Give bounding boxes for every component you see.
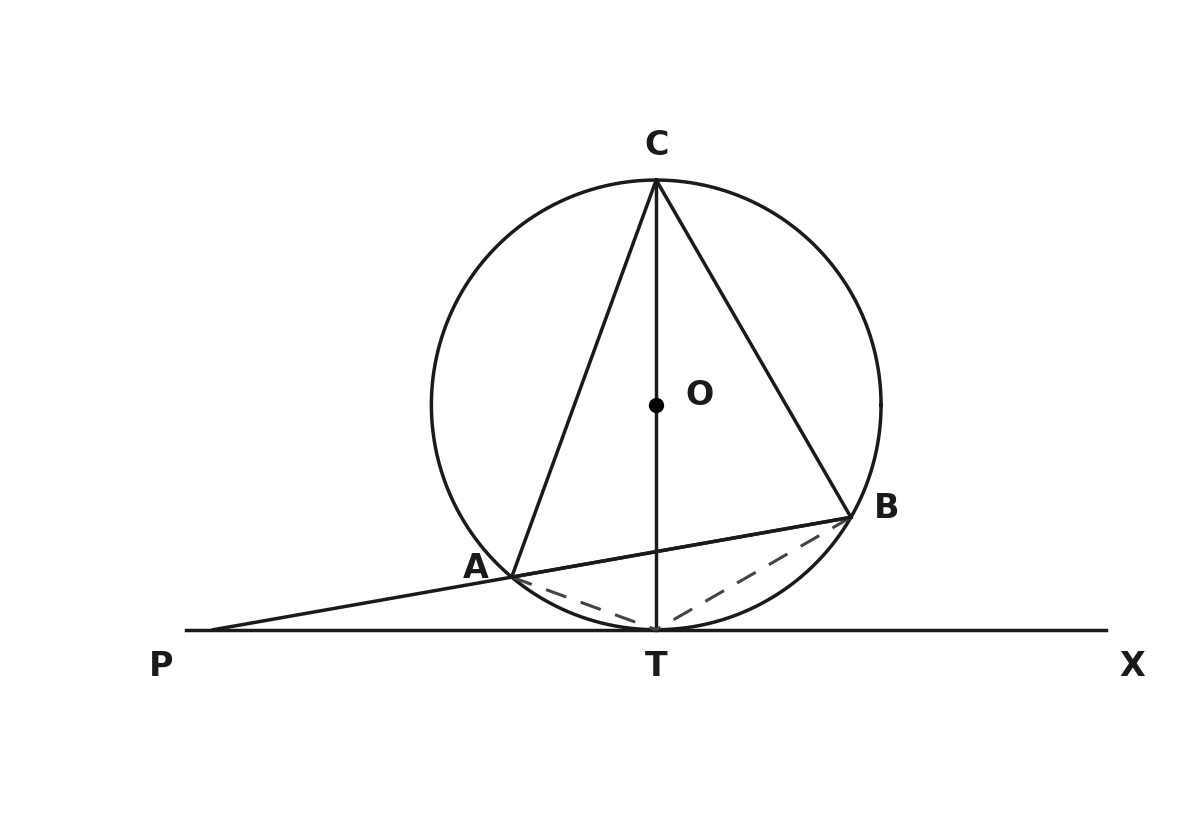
Text: P: P: [149, 650, 173, 683]
Text: A: A: [463, 552, 490, 585]
Text: C: C: [644, 129, 668, 162]
Text: O: O: [685, 379, 714, 412]
Text: X: X: [1120, 650, 1145, 683]
Point: [647, 398, 666, 411]
Text: B: B: [874, 492, 899, 525]
Text: T: T: [644, 650, 667, 683]
